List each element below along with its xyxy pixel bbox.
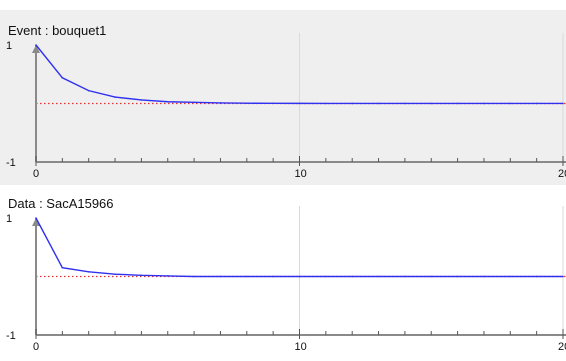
data-point (377, 102, 380, 105)
data-point (35, 217, 37, 219)
data-point (535, 275, 538, 278)
y-tick-label: 1 (6, 213, 12, 225)
data-point (193, 275, 195, 278)
data-point (456, 102, 459, 105)
x-tick-label: 10 (295, 168, 307, 180)
data-point (483, 102, 485, 105)
x-tick-label: 0 (33, 168, 39, 180)
data-point (114, 273, 116, 275)
data-point (114, 96, 116, 98)
data-point (61, 76, 64, 79)
x-tick-label: 20 (558, 341, 566, 353)
data-point (351, 275, 354, 278)
data-point (509, 102, 512, 105)
y-tick-label: -1 (6, 157, 16, 169)
data-point (272, 275, 274, 278)
data-point (377, 275, 380, 278)
y-axis-arrow (32, 45, 40, 53)
data-point (35, 44, 37, 46)
data-point (61, 266, 64, 269)
data-point (325, 275, 327, 278)
data-point (140, 99, 143, 101)
data-point (562, 102, 564, 105)
data-point (246, 275, 248, 278)
data-point (87, 89, 90, 92)
data-point (272, 102, 274, 105)
y-tick-label: 1 (6, 40, 12, 52)
data-point (456, 275, 459, 278)
data-point (246, 102, 248, 105)
x-tick-label: 0 (33, 341, 39, 353)
data-point (219, 275, 222, 278)
x-tick-label: 20 (558, 168, 566, 180)
data-point (430, 102, 433, 105)
data-point (535, 102, 538, 105)
data-point (193, 101, 195, 104)
x-tick-label: 10 (295, 341, 307, 353)
data-point (87, 271, 90, 273)
data-point (140, 274, 143, 277)
panel-background (0, 10, 566, 185)
data-point (298, 275, 301, 278)
data-point (509, 275, 512, 278)
y-tick-label: -1 (6, 330, 16, 342)
data-point (562, 275, 564, 278)
data-point (404, 102, 406, 105)
data-point (351, 102, 354, 105)
chart-title: Event : bouquet1 (8, 23, 106, 38)
data-point (430, 275, 433, 278)
data-point (166, 100, 169, 103)
chart-title: Data : SacA15966 (8, 196, 114, 211)
data-point (325, 102, 327, 105)
data-point (404, 275, 406, 278)
y-axis-arrow (32, 218, 40, 226)
data-point (483, 275, 485, 278)
panel-background (0, 185, 566, 356)
data-point (219, 102, 222, 104)
data-point (298, 102, 301, 105)
data-point (166, 275, 169, 277)
